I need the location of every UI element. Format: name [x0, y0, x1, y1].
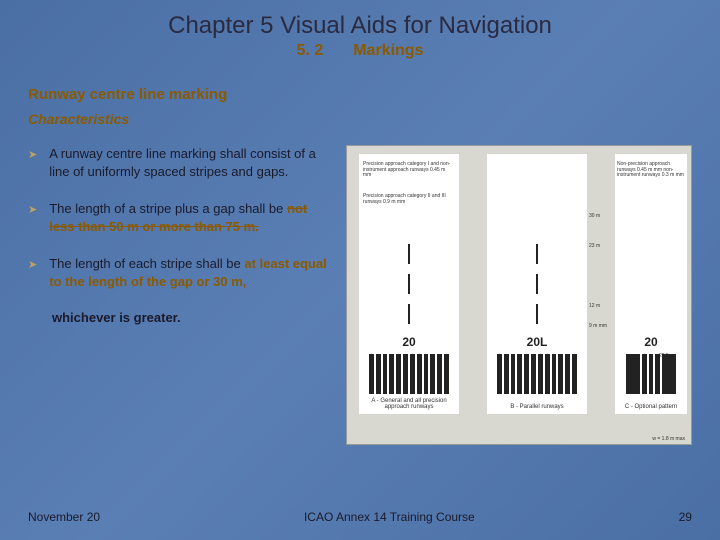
- text-column: ➤ A runway centre line marking shall con…: [28, 145, 328, 445]
- runway-number: 20: [615, 335, 687, 349]
- subtitle-text: Markings: [353, 42, 423, 59]
- list-item: ➤ A runway centre line marking shall con…: [28, 145, 328, 180]
- bullet-text: A runway centre line marking shall consi…: [49, 145, 328, 180]
- chevron-right-icon: ➤: [28, 255, 37, 290]
- chapter-title: Chapter 5 Visual Aids for Navigation: [28, 12, 692, 40]
- threshold-stripes: [626, 354, 676, 394]
- runway-number: 20: [359, 335, 459, 349]
- runway-diagram: Precision approach category I and non-in…: [346, 145, 692, 445]
- content-row: ➤ A runway centre line marking shall con…: [28, 145, 692, 445]
- footer-page-number: 29: [679, 510, 692, 524]
- bullet-text: The length of a stripe plus a gap shall …: [49, 200, 328, 235]
- panel-label: C - Optional pattern: [615, 404, 687, 410]
- footer-course: ICAO Annex 14 Training Course: [304, 510, 475, 524]
- section-heading: Runway centre line marking: [28, 86, 692, 103]
- closing-text: whichever is greater.: [52, 310, 328, 325]
- threshold-stripes: [497, 354, 577, 394]
- list-item: ➤ The length of each stripe shall be at …: [28, 255, 328, 290]
- footer: November 20 ICAO Annex 14 Training Cours…: [28, 510, 692, 524]
- diagram-panel-a: Precision approach category I and non-in…: [359, 154, 459, 414]
- panel-label: B - Parallel runways: [487, 404, 587, 410]
- threshold-stripes: [369, 354, 449, 394]
- chevron-right-icon: ➤: [28, 145, 37, 180]
- list-item: ➤ The length of a stripe plus a gap shal…: [28, 200, 328, 235]
- sub-heading: Characteristics: [28, 111, 692, 127]
- section-subtitle: 5. 2 Markings: [28, 42, 692, 60]
- diagram-panel-c: Non-precision approach runways 0.45 m mm…: [615, 154, 687, 414]
- slide: Chapter 5 Visual Aids for Navigation 5. …: [0, 0, 720, 540]
- bullet-text: The length of each stripe shall be at le…: [49, 255, 328, 290]
- chevron-right-icon: ➤: [28, 200, 37, 235]
- subtitle-number: 5. 2: [297, 42, 324, 59]
- panel-label: A - General and all precision approach r…: [359, 398, 459, 410]
- footer-date: November 20: [28, 510, 100, 524]
- runway-number: 20L: [487, 335, 587, 349]
- diagram-panel-b: 30 m 23 m 12 m 9 m mm 20L B - Parallel r…: [487, 154, 587, 414]
